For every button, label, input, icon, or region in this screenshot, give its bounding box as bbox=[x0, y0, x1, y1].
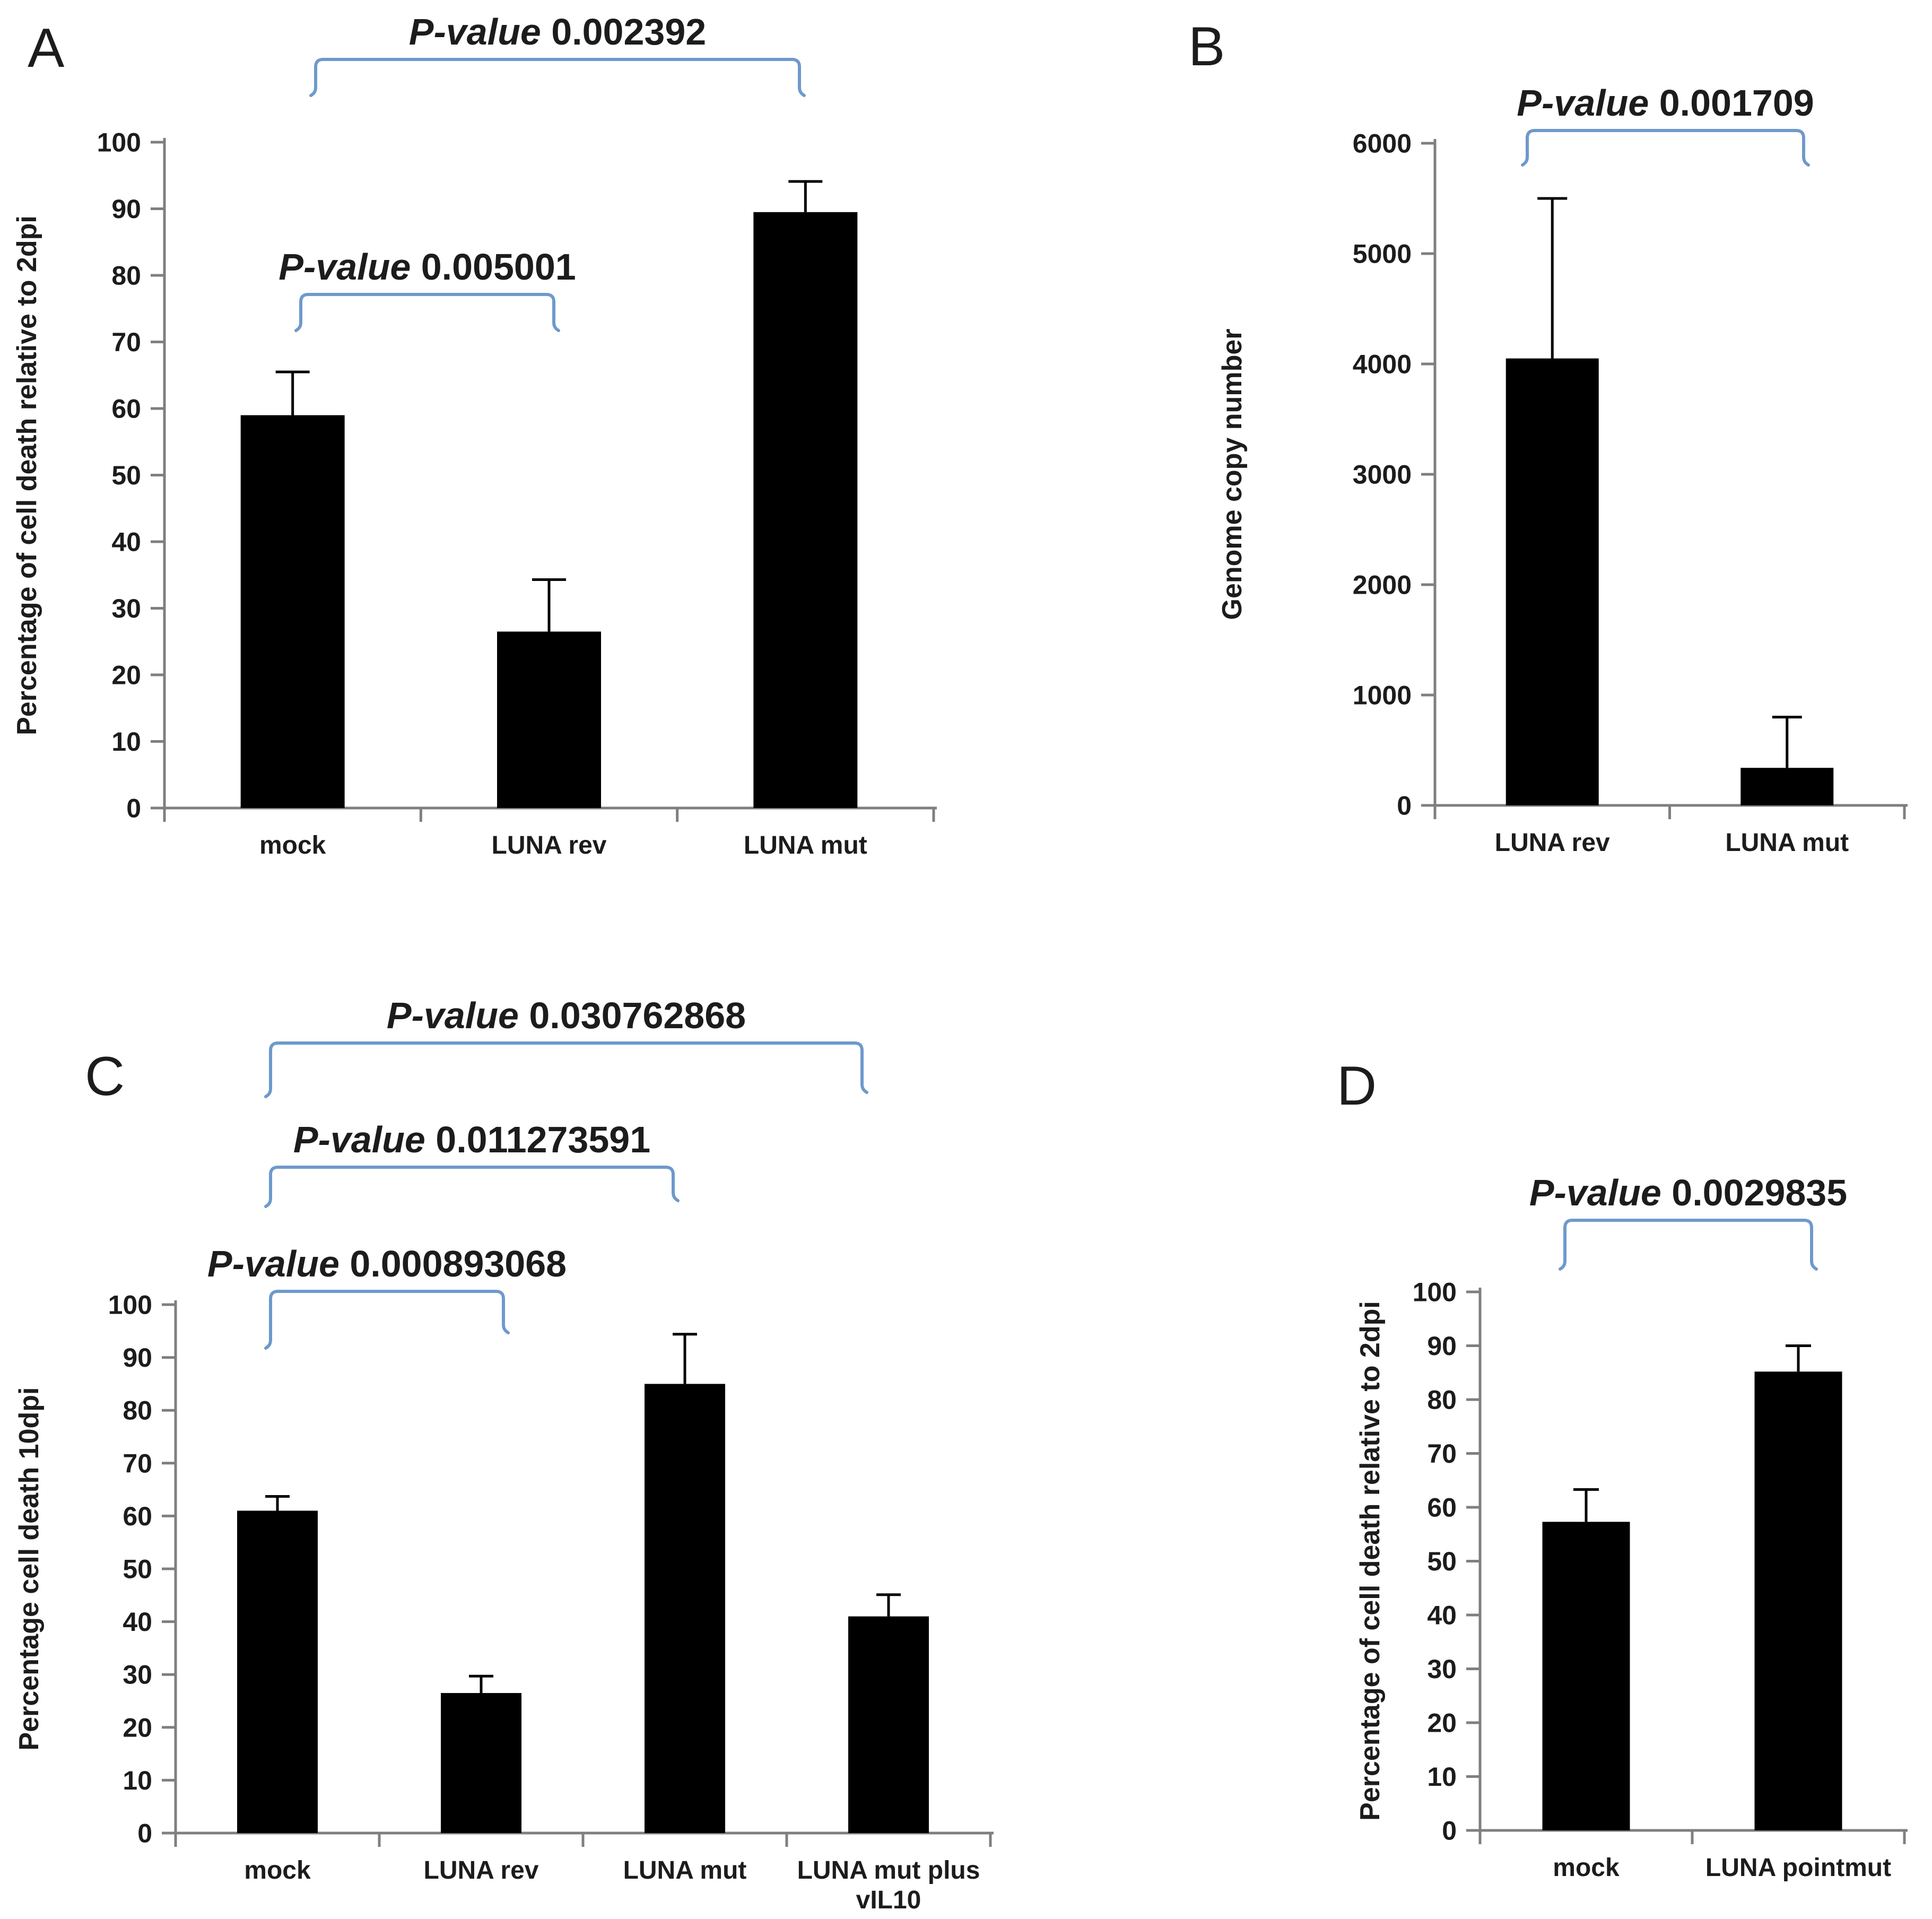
y-tick-label: 30 bbox=[1427, 1654, 1457, 1684]
y-tick-label: 70 bbox=[1427, 1439, 1457, 1469]
y-tick-label: 10 bbox=[123, 1766, 152, 1795]
p-value-label: P-value 0.0029835 bbox=[1529, 1172, 1847, 1213]
panel-a-label: A bbox=[28, 18, 65, 79]
y-tick-label: 40 bbox=[111, 527, 141, 557]
y-axis-title: Genome copy number bbox=[1217, 329, 1248, 620]
y-axis-title: Percentage cell death 10dpi bbox=[14, 1387, 45, 1751]
y-tick-label: 90 bbox=[1427, 1331, 1457, 1361]
x-label-mock: mock bbox=[244, 1856, 311, 1885]
significance-bracket bbox=[264, 1166, 680, 1208]
x-label-luna-rev: LUNA rev bbox=[1495, 829, 1610, 857]
p-value-label: P-value 0.011273591 bbox=[293, 1119, 650, 1160]
y-axis-title: Percentage of cell death relative to 2dp… bbox=[1355, 1301, 1386, 1821]
y-tick-label: 60 bbox=[111, 394, 141, 424]
y-tick-label: 10 bbox=[111, 727, 141, 757]
bar-luna-rev bbox=[1505, 358, 1599, 805]
y-tick-label: 10 bbox=[1427, 1762, 1457, 1792]
y-tick-label: 70 bbox=[123, 1448, 152, 1478]
p-value-label: P-value 0.000893068 bbox=[207, 1243, 567, 1284]
y-tick-label: 0 bbox=[137, 1819, 152, 1848]
y-tick-label: 20 bbox=[1427, 1708, 1457, 1738]
x-label-luna-rev: LUNA rev bbox=[492, 831, 607, 859]
panel-b-label: B bbox=[1188, 16, 1225, 77]
significance-bracket bbox=[1559, 1219, 1818, 1271]
y-tick-label: 20 bbox=[111, 661, 141, 690]
y-tick-label: 40 bbox=[123, 1607, 152, 1637]
x-label-luna-rev: LUNA rev bbox=[424, 1856, 539, 1885]
significance-bracket bbox=[264, 1041, 868, 1098]
bar-luna-pointmut bbox=[1754, 1371, 1842, 1830]
x-label-luna-mut: LUNA mut bbox=[744, 831, 867, 859]
y-tick-label: 50 bbox=[111, 461, 141, 490]
bar-mock bbox=[237, 1510, 318, 1833]
bar-luna-mut bbox=[1740, 768, 1834, 805]
y-tick-label: 70 bbox=[111, 327, 141, 357]
y-tick-label: 80 bbox=[1427, 1385, 1457, 1415]
panel-d-label: D bbox=[1337, 1055, 1377, 1117]
x-label-mock: mock bbox=[1553, 1854, 1620, 1882]
panel-a-chart: 0 10 20 30 40 50 60 70 80 90 100 mock LUNA rev LUNA m… bbox=[12, 11, 937, 859]
y-tick-label: 60 bbox=[123, 1501, 152, 1531]
x-label-luna-mut: LUNA mut bbox=[1725, 829, 1849, 857]
bar-luna-mut bbox=[753, 212, 858, 808]
y-tick-label: 6000 bbox=[1353, 129, 1412, 159]
y-tick-label: 80 bbox=[123, 1396, 152, 1426]
y-tick-label: 80 bbox=[111, 261, 141, 291]
panel-c-chart: 0 10 20 30 40 50 60 70 80 90 100 mock LUNA rev LUNA m… bbox=[14, 995, 994, 1914]
x-label-luna-pointmut: LUNA pointmut bbox=[1705, 1854, 1891, 1882]
y-tick-label: 50 bbox=[123, 1555, 152, 1584]
x-label-luna-mut-plus-vil10: LUNA mut plus vIL10 bbox=[797, 1856, 980, 1914]
panel-c-label: C bbox=[85, 1046, 125, 1107]
x-label-mock: mock bbox=[259, 831, 326, 859]
x-label-luna-mut: LUNA mut bbox=[623, 1856, 747, 1885]
y-tick-label: 20 bbox=[123, 1713, 152, 1742]
y-tick-label: 100 bbox=[1413, 1278, 1457, 1307]
y-tick-label: 90 bbox=[123, 1343, 152, 1373]
y-tick-label: 40 bbox=[1427, 1601, 1457, 1630]
significance-bracket bbox=[264, 1290, 510, 1350]
y-tick-label: 0 bbox=[1397, 791, 1412, 821]
y-tick-label: 100 bbox=[97, 128, 141, 158]
significance-bracket bbox=[309, 58, 806, 97]
y-tick-label: 3000 bbox=[1353, 460, 1412, 490]
panel-d-chart: 0 10 20 30 40 50 60 70 80 90 100 mock LUNA pointmut P… bbox=[1355, 1172, 1908, 1882]
bar-luna-mut-plus-vil10 bbox=[848, 1616, 929, 1833]
p-value-label: P-value 0.002392 bbox=[409, 11, 706, 53]
y-tick-label: 2000 bbox=[1353, 570, 1412, 600]
y-tick-label: 30 bbox=[111, 594, 141, 623]
bar-mock bbox=[240, 415, 345, 808]
panel-b-chart: 0 1000 2000 3000 4000 5000 6000 LUNA rev LUNA mu… bbox=[1217, 82, 1908, 857]
y-axis-title: Percentage of cell death relative to 2dp… bbox=[12, 215, 42, 735]
bar-luna-mut bbox=[645, 1384, 725, 1833]
p-value-label: P-value 0.005001 bbox=[279, 246, 576, 288]
y-tick-label: 100 bbox=[108, 1290, 152, 1320]
y-tick-label: 60 bbox=[1427, 1493, 1457, 1523]
y-tick-label: 0 bbox=[126, 794, 141, 823]
bar-mock bbox=[1542, 1522, 1630, 1830]
y-tick-label: 50 bbox=[1427, 1547, 1457, 1576]
y-tick-label: 4000 bbox=[1353, 350, 1412, 379]
y-tick-label: 30 bbox=[123, 1660, 152, 1690]
significance-bracket bbox=[294, 293, 560, 332]
y-tick-label: 1000 bbox=[1353, 681, 1412, 710]
significance-bracket bbox=[1521, 129, 1810, 167]
y-tick-label: 5000 bbox=[1353, 239, 1412, 269]
bar-luna-rev bbox=[441, 1693, 521, 1833]
bar-luna-rev bbox=[497, 631, 601, 808]
p-value-label: P-value 0.001709 bbox=[1517, 82, 1814, 124]
p-value-label: P-value 0.030762868 bbox=[387, 995, 746, 1036]
y-tick-label: 0 bbox=[1442, 1816, 1457, 1846]
y-tick-label: 90 bbox=[111, 194, 141, 224]
